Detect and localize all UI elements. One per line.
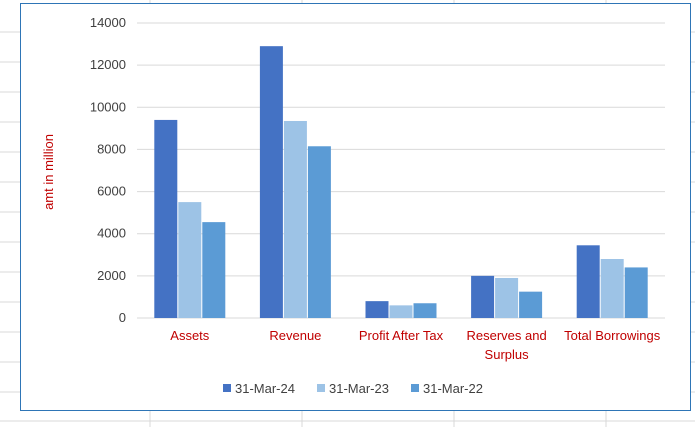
x-axis-labels: Assets Revenue Profit After Tax Reserves an… — [170, 328, 660, 362]
bar — [576, 245, 600, 318]
legend-swatch — [411, 384, 419, 392]
bar — [413, 303, 437, 318]
bar — [202, 222, 226, 318]
bar — [495, 277, 519, 318]
y-tick-label: 2000 — [97, 268, 126, 283]
bar — [600, 259, 624, 318]
x-tick-label: Revenue — [269, 328, 321, 343]
x-tick-label: Reserves and — [466, 328, 546, 343]
x-tick-label: Assets — [170, 328, 210, 343]
y-tick-label: 0 — [119, 310, 126, 325]
x-tick-label: Total Borrowings — [564, 328, 661, 343]
y-tick-label: 8000 — [97, 141, 126, 156]
y-tick-label: 4000 — [97, 226, 126, 241]
legend-label: 31-Mar-23 — [329, 381, 389, 396]
bar — [389, 305, 413, 318]
bars — [154, 46, 648, 319]
y-axis-ticks: 0 2000 4000 6000 8000 10000 12000 14000 — [90, 15, 126, 325]
legend: 31-Mar-24 31-Mar-23 31-Mar-22 — [223, 381, 483, 396]
chart-area[interactable]: 0 2000 4000 6000 8000 10000 12000 14000 Assets R… — [20, 3, 691, 411]
x-tick-label: Surplus — [485, 347, 530, 362]
bar — [624, 267, 648, 318]
bar — [178, 202, 202, 318]
y-tick-label: 6000 — [97, 184, 126, 199]
legend-swatch — [223, 384, 231, 392]
bar-chart: 0 2000 4000 6000 8000 10000 12000 14000 Assets R… — [41, 15, 665, 396]
y-tick-label: 14000 — [90, 15, 126, 30]
bar — [259, 46, 283, 319]
bar — [519, 291, 543, 318]
y-axis-label: amt in million — [41, 134, 56, 210]
bar — [365, 301, 389, 318]
legend-swatch — [317, 384, 325, 392]
legend-label: 31-Mar-24 — [235, 381, 295, 396]
bar — [471, 275, 495, 318]
legend-label: 31-Mar-22 — [423, 381, 483, 396]
bar — [154, 119, 178, 318]
y-tick-label: 10000 — [90, 99, 126, 114]
bar — [283, 120, 307, 318]
bar — [307, 146, 331, 318]
y-tick-label: 12000 — [90, 57, 126, 72]
x-tick-label: Profit After Tax — [359, 328, 444, 343]
